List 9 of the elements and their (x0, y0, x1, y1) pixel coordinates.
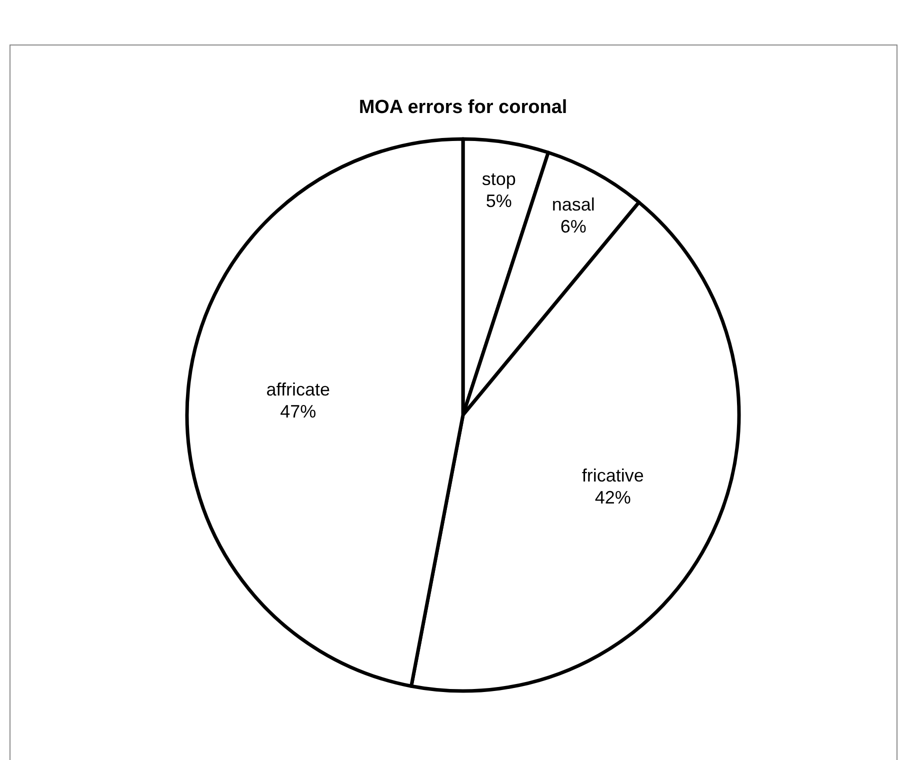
chart-title: MOA errors for coronal (358, 97, 568, 118)
slice-label: affricate (266, 379, 330, 400)
slice-label: stop (482, 168, 516, 189)
slice-label: nasal (552, 194, 595, 214)
slice-label: fricative (582, 466, 644, 486)
data-label: 47% (280, 401, 316, 422)
data-label: 42% (594, 488, 631, 508)
data-label: 5% (486, 190, 512, 211)
data-label: 6% (560, 216, 586, 236)
